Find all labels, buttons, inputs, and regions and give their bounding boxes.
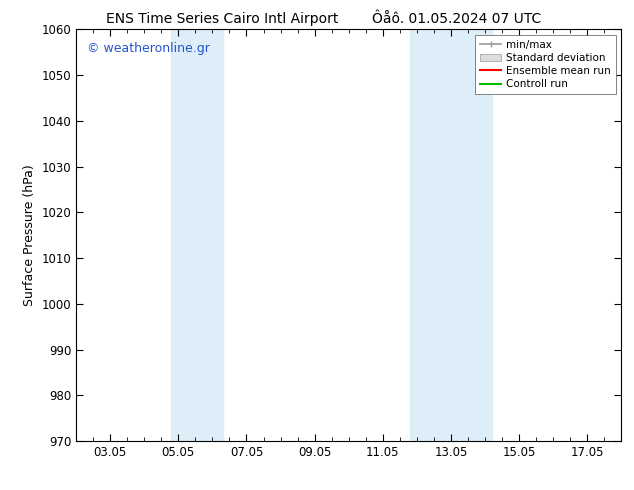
Legend: min/max, Standard deviation, Ensemble mean run, Controll run: min/max, Standard deviation, Ensemble me… xyxy=(475,35,616,95)
Bar xyxy=(434,29,492,441)
Text: ENS Time Series Cairo Intl Airport: ENS Time Series Cairo Intl Airport xyxy=(106,12,338,26)
Text: Ôåô. 01.05.2024 07 UTC: Ôåô. 01.05.2024 07 UTC xyxy=(372,12,541,26)
Text: © weatheronline.gr: © weatheronline.gr xyxy=(87,42,210,55)
Bar xyxy=(171,29,223,441)
Bar xyxy=(410,29,434,441)
Y-axis label: Surface Pressure (hPa): Surface Pressure (hPa) xyxy=(23,164,36,306)
